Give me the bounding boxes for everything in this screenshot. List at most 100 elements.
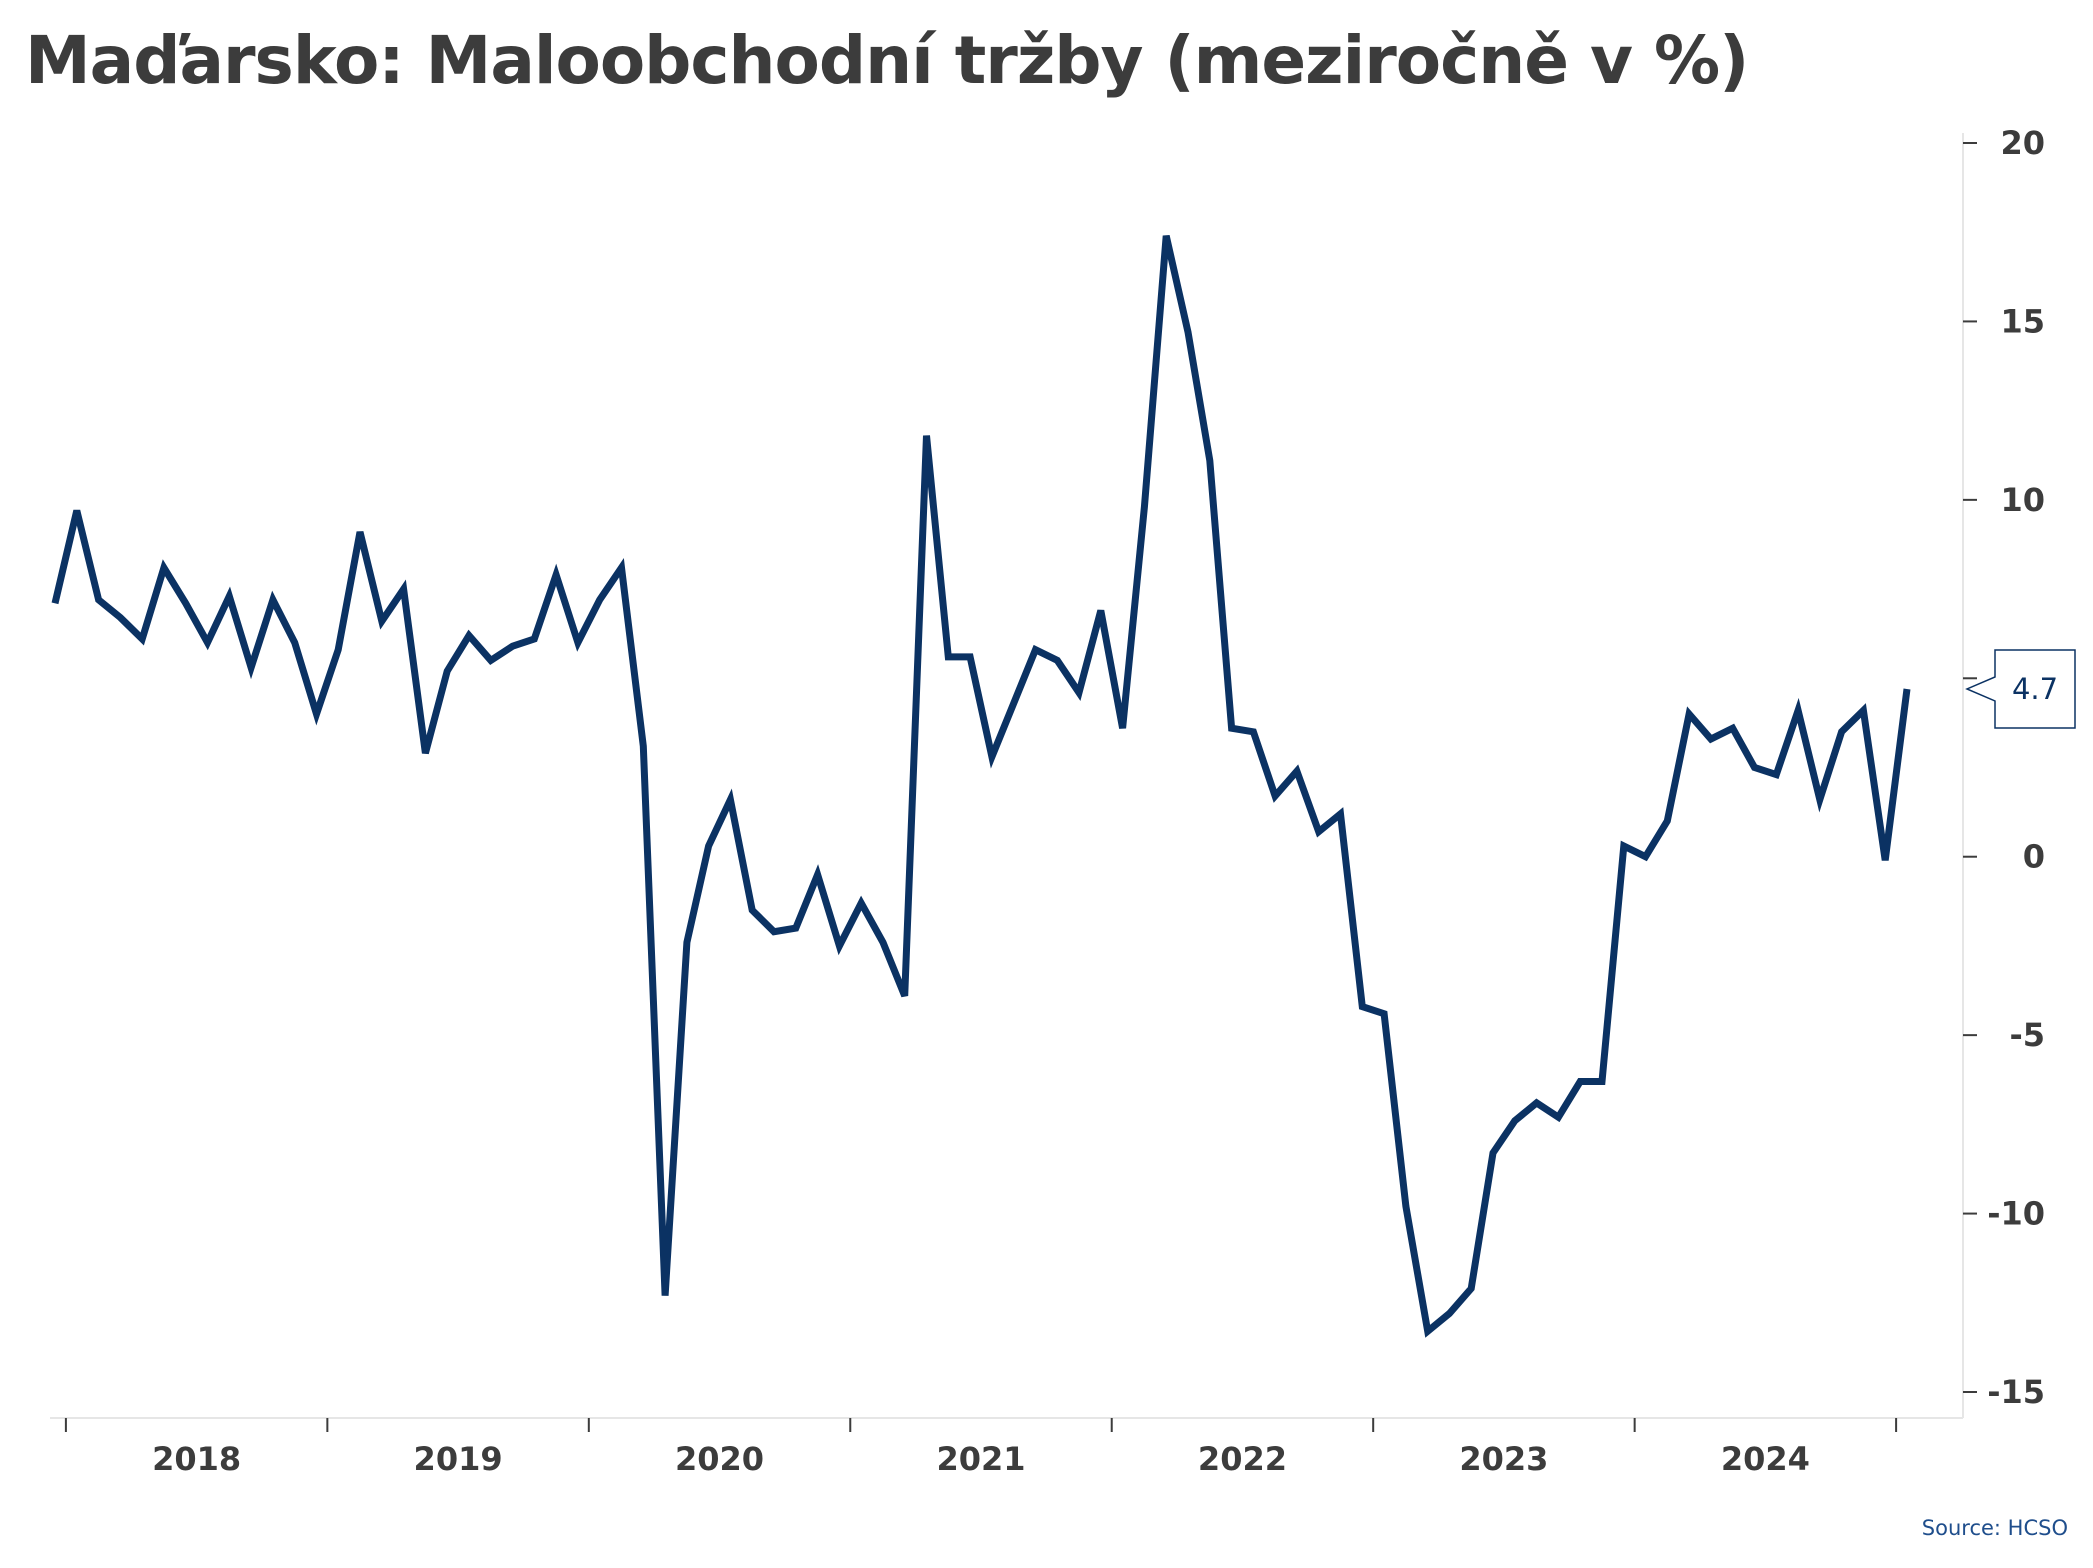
- data-point: [967, 654, 973, 660]
- x-tick-label: 2019: [414, 1440, 503, 1478]
- data-point: [880, 939, 886, 945]
- chart-title: Maďarsko: Maloobchodní tržby (meziročně …: [25, 22, 1749, 99]
- y-tick-label: -10: [1987, 1195, 2045, 1233]
- data-point: [117, 615, 123, 621]
- source-note: Source: HCSO: [1921, 1516, 2068, 1540]
- data-point: [466, 632, 472, 638]
- data-point: [553, 572, 559, 578]
- x-tick-label: 2021: [936, 1440, 1025, 1478]
- last-value-label: 4.7: [2012, 672, 2058, 706]
- data-point: [1621, 843, 1627, 849]
- data-point: [1403, 1203, 1409, 1209]
- data-point: [335, 647, 341, 653]
- y-tick-label: 20: [2000, 124, 2045, 162]
- data-point: [1882, 857, 1888, 863]
- data-point: [96, 597, 102, 603]
- data-point: [618, 565, 624, 571]
- series-layer: [51, 233, 1911, 1338]
- data-point: [706, 843, 712, 849]
- data-point: [422, 750, 428, 756]
- data-point: [1751, 765, 1757, 771]
- data-point: [662, 1293, 668, 1299]
- data-point: [1381, 1011, 1387, 1017]
- data-point: [989, 754, 995, 760]
- data-point: [684, 939, 690, 945]
- y-tick-label: 0: [2023, 838, 2045, 876]
- data-point: [1839, 729, 1845, 735]
- data-point: [1599, 1079, 1605, 1085]
- data-point: [902, 993, 908, 999]
- data-point: [1512, 1118, 1518, 1124]
- data-point: [205, 640, 211, 646]
- data-point: [858, 900, 864, 906]
- data-point: [379, 618, 385, 624]
- x-tick-label: 2020: [675, 1440, 764, 1478]
- data-point: [1163, 233, 1169, 239]
- data-point: [1272, 793, 1278, 799]
- data-point: [488, 657, 494, 663]
- data-point: [1708, 736, 1714, 742]
- data-point: [1076, 690, 1082, 696]
- y-tick-label: 10: [2000, 481, 2045, 519]
- data-point: [749, 907, 755, 913]
- data-point: [924, 433, 930, 439]
- data-point: [1054, 657, 1060, 663]
- data-point: [292, 640, 298, 646]
- data-point: [836, 943, 842, 949]
- data-point: [727, 797, 733, 803]
- x-tick-label: 2023: [1459, 1440, 1548, 1478]
- data-point: [1425, 1328, 1431, 1334]
- data-point: [531, 636, 537, 642]
- data-point: [640, 743, 646, 749]
- data-point: [1011, 700, 1017, 706]
- data-point: [945, 654, 951, 660]
- data-point: [1773, 772, 1779, 778]
- data-point: [226, 593, 232, 599]
- data-point: [52, 600, 58, 606]
- data-point: [1795, 707, 1801, 713]
- data-point: [183, 600, 189, 606]
- data-point: [510, 643, 516, 649]
- data-point: [1860, 707, 1866, 713]
- data-point: [771, 929, 777, 935]
- data-point: [1730, 725, 1736, 731]
- data-point: [1534, 1100, 1540, 1106]
- data-point: [74, 508, 80, 514]
- data-point: [313, 711, 319, 717]
- x-tick-label: 2024: [1721, 1440, 1810, 1478]
- data-point: [1468, 1286, 1474, 1292]
- data-point: [1643, 854, 1649, 860]
- data-point: [270, 597, 276, 603]
- y-tick-label: -15: [1987, 1373, 2045, 1411]
- data-point: [1120, 725, 1126, 731]
- data-point: [1338, 811, 1344, 817]
- series-line: [51, 235, 1911, 1338]
- data-point: [1250, 729, 1256, 735]
- data-point: [139, 636, 145, 642]
- data-point: [1490, 1150, 1496, 1156]
- data-point: [1229, 725, 1235, 731]
- x-tick-label: 2022: [1198, 1440, 1287, 1478]
- data-point: [1207, 458, 1213, 464]
- data-point: [1294, 768, 1300, 774]
- data-point: [401, 586, 407, 592]
- data-point: [597, 597, 603, 603]
- callout-box: [1965, 649, 2076, 729]
- data-point: [1141, 504, 1147, 510]
- x-tick-label: 2018: [152, 1440, 241, 1478]
- data-point: [444, 668, 450, 674]
- data-point: [1032, 647, 1038, 653]
- data-point: [1577, 1079, 1583, 1085]
- last-value-callout: 4.7: [1965, 649, 2076, 729]
- data-point: [357, 529, 363, 535]
- data-point: [1904, 686, 1910, 692]
- data-point: [161, 565, 167, 571]
- data-point: [793, 925, 799, 931]
- data-point: [1098, 607, 1104, 613]
- data-point: [1359, 1004, 1365, 1010]
- data-point: [1555, 1114, 1561, 1120]
- data-point: [1686, 711, 1692, 717]
- axes: 20151050-5-10-15201820192020202120222023…: [50, 124, 2045, 1478]
- data-point: [575, 640, 581, 646]
